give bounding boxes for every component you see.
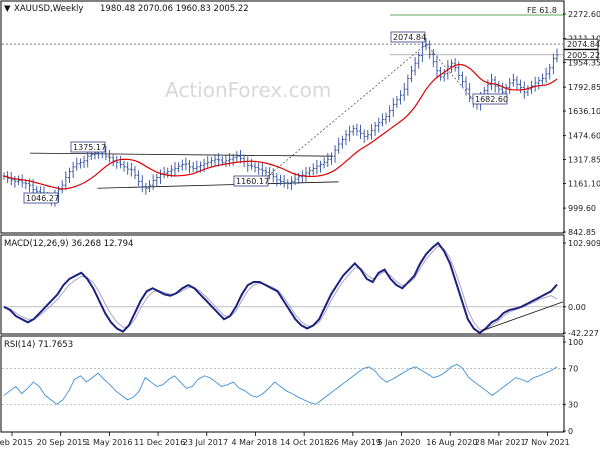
price-annotation: 1160.17 [233,175,269,187]
annotation-label: 2074.84 [393,33,426,42]
x-tick-label: 7 Nov 2021 [524,438,570,447]
x-tick-label: 28 Mar 2021 [475,438,526,447]
price-layer: 1375.17 1046.27 1160.17 2074.84 1682.60 [2,14,563,207]
price-ytick-label: 1474.60 [568,132,600,141]
annotation-box [390,31,426,43]
price-ytick-label: 999.60 [568,204,596,213]
price-annotation: 1046.27 [23,192,59,204]
current-price-label: 2005.22 [567,51,600,60]
macd-panel-frame [0,234,565,335]
x-tick-label: 20 Sep 2015 [37,438,88,447]
annotation-box [23,192,59,204]
rsi-ytick-label: 30 [568,400,578,409]
rise-dashed-line [258,43,427,184]
resistance-tag [563,38,599,50]
current-price-tag [563,49,599,61]
rsi-panel-frame [0,335,565,433]
price-ytick-label: 1161.10 [568,179,600,188]
x-tick-label: 14 Oct 2018 [280,438,329,447]
rsi-ytick-label: 70 [568,365,578,374]
annotation-label: 1046.27 [26,194,59,203]
macd-ytick-label: 0.00 [568,303,586,312]
price-ytick-label: 2272.60 [568,10,600,19]
annotation-label: 1682.60 [475,95,508,104]
price-annotation: 1375.17 [70,141,106,153]
macd-ytick-label: -42.227 [568,329,599,338]
price-ytick-label: 1792.85 [568,83,600,92]
x-tick-label: 5 Jan 2020 [378,438,421,447]
price-ytick-label: 842.85 [568,228,596,237]
price-ytick-label: 1954.35 [568,59,600,68]
macd-panel-title: MACD(12,26,9) 36.268 12.794 [4,239,133,249]
price-annotation: 1682.60 [472,93,508,105]
rsi-ytick-label: 0 [568,427,573,436]
macd-layer [2,241,564,335]
watermark: ActionForex.com [165,78,331,102]
channel-upper-line [29,152,333,157]
price-annotation: 2074.84 [390,31,426,43]
price-panel-frame [0,0,565,234]
annotation-box [233,175,269,187]
x-tick-label: 11 Dec 2016 [134,438,185,447]
fib-label: FE 61.8 [527,6,557,15]
moving-average-line [3,63,558,190]
macd-ytick-label: 102.909 [568,239,600,248]
macd-signal-line [3,245,558,331]
x-tick-label: 26 May 2019 [329,438,381,447]
axis-layer: 2272.602111.101954.351792.851636.101474.… [0,10,600,447]
macd-line [3,241,558,335]
price-ytick-label: 1317.85 [568,156,600,165]
rsi-ytick-label: 100 [568,338,583,347]
macd-trendline [482,301,564,331]
ohlc-header: 1980.48 2070.06 1960.83 2005.22 [100,4,249,14]
x-tick-label: 4 Mar 2018 [231,438,277,447]
x-tick-label: 16 Aug 2020 [426,438,477,447]
annotation-label: 1160.17 [236,177,269,186]
x-tick-label: 8 Feb 2015 [0,438,33,447]
rsi-line [3,363,558,405]
pullback-dashed-line [425,44,478,105]
rsi-panel-title: RSI(14) 71.7653 [4,340,73,350]
resistance-tag-label: 2074.84 [567,40,600,49]
down-triangle-icon[interactable]: ▼ [4,4,11,14]
annotation-label: 1375.17 [73,143,106,152]
annotation-box [70,141,106,153]
price-ytick-label: 1636.10 [568,107,600,116]
rsi-layer [2,363,563,405]
annotation-box [472,93,508,105]
x-tick-label: 23 Jul 2017 [183,438,228,447]
price-panel-title: XAUUSD,Weekly [14,4,83,14]
x-tick-label: 1 May 2016 [85,438,132,447]
